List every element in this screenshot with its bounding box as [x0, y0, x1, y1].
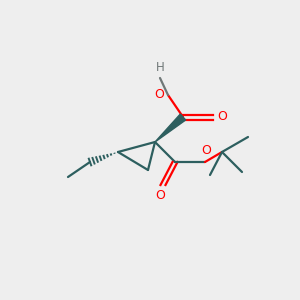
Text: O: O	[201, 144, 211, 157]
Text: O: O	[155, 189, 165, 202]
Text: H: H	[156, 61, 164, 74]
Polygon shape	[155, 114, 186, 142]
Text: O: O	[154, 88, 164, 101]
Text: O: O	[217, 110, 227, 124]
